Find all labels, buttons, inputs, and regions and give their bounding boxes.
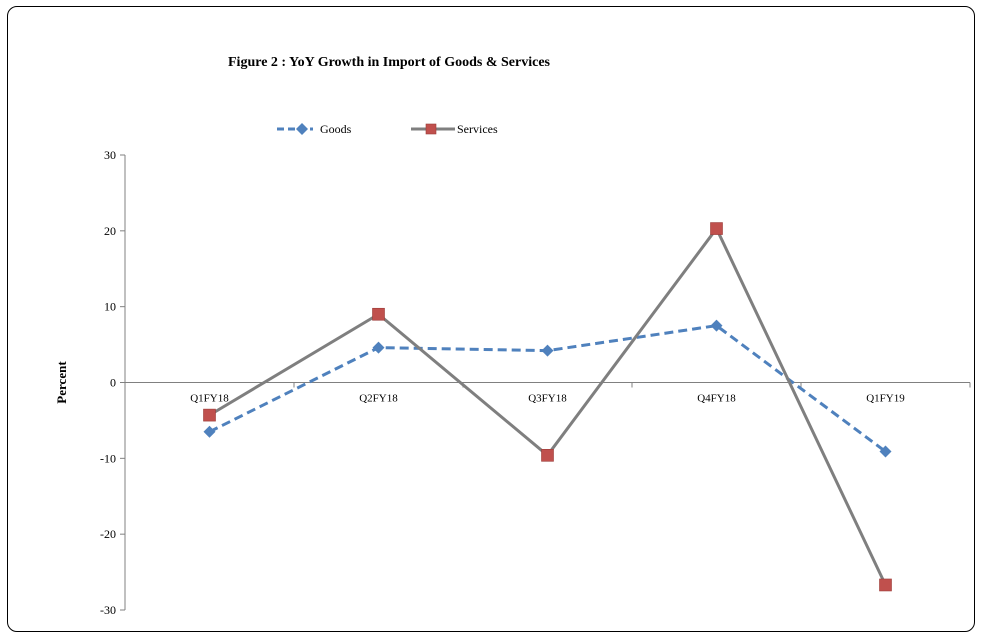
data-point (879, 445, 892, 458)
series-line (208, 324, 887, 453)
category-labels: Q1FY18 Q2FY18 Q3FY18 Q4FY18 Q1FY19 (124, 382, 971, 405)
data-point (879, 578, 892, 592)
category-label: Q1FY18 (190, 393, 229, 405)
data-point (203, 425, 216, 438)
data-point (710, 222, 723, 235)
y-tick-label: -20 (100, 527, 116, 541)
y-axis-label: Percent (54, 361, 69, 404)
series-services (203, 222, 892, 592)
category-label: Q1FY19 (866, 393, 905, 405)
y-ticks: 30 20 10 0 -10 -20 -30 (100, 148, 125, 617)
category-label: Q2FY18 (359, 393, 398, 405)
series-line (208, 227, 887, 586)
data-point (541, 448, 554, 462)
legend-goods-marker (296, 123, 308, 135)
axes (124, 155, 970, 610)
y-tick-label: 20 (104, 224, 116, 238)
chart-title: Figure 2 : YoY Growth in Import of Goods… (228, 55, 551, 70)
y-tick-label: 0 (110, 376, 116, 390)
y-tick-label: -10 (100, 451, 116, 465)
category-label: Q3FY18 (528, 393, 567, 405)
data-point (372, 341, 385, 354)
data-point (541, 344, 554, 357)
series-goods (203, 319, 892, 458)
chart-frame (7, 6, 975, 632)
legend-services-label: Services (457, 122, 498, 136)
series-layer (203, 222, 892, 592)
legend-item-services: Services (411, 122, 498, 136)
data-point (372, 307, 385, 321)
legend-services-marker (425, 123, 437, 135)
data-point (203, 408, 216, 422)
legend-item-goods: Goods (277, 122, 352, 136)
y-tick-label: 10 (104, 300, 116, 314)
y-tick-label: -30 (100, 603, 116, 617)
legend: Goods Services (277, 122, 498, 136)
y-tick-label: 30 (104, 148, 116, 162)
data-point (710, 319, 723, 332)
category-label: Q4FY18 (697, 393, 736, 405)
legend-goods-label: Goods (320, 122, 352, 136)
